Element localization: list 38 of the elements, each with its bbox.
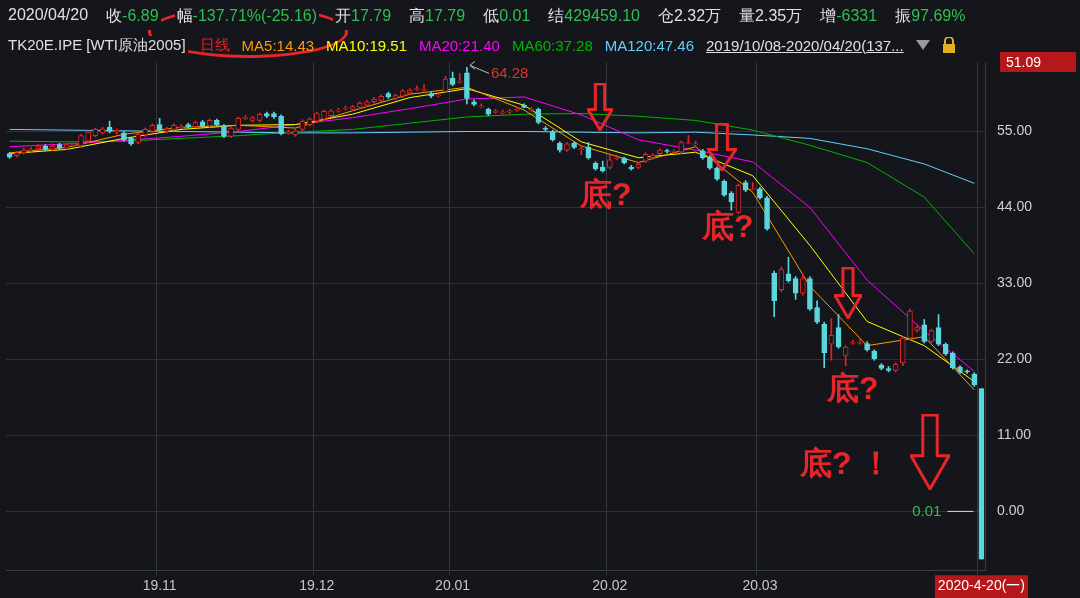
annotation: 64.28 [490, 63, 529, 81]
text: 开17.79 [333, 6, 394, 30]
text: MA10:19.51 [326, 36, 407, 54]
text: 振97.69% [893, 6, 968, 30]
y-tick-label: 11.00 [997, 426, 1032, 443]
text: 增-6331 [818, 6, 880, 30]
y-tick-label: 55.00 [997, 122, 1033, 139]
text: 仓2.32万 [655, 6, 724, 30]
text: 2020/04/20 [6, 6, 91, 30]
text: 收-6.89 [104, 6, 161, 30]
text: MA60:37.28 [511, 36, 593, 54]
text: 51.09 [1000, 52, 1076, 72]
text: MA5:14.43 [241, 36, 315, 54]
y-tick-label: 44.00 [997, 198, 1033, 215]
text: 量2.35万 [737, 6, 805, 30]
text: MA120:47.46 [604, 36, 695, 54]
x-tick-label: 2020-4-20(一) [937, 577, 1026, 594]
y-tick-label: 0.00 [997, 502, 1025, 519]
text: 日线 [199, 35, 230, 55]
text: 结429459.10 [546, 6, 642, 30]
x-tick-label: 20.03 [742, 577, 778, 594]
annotation: 底? [702, 207, 754, 246]
x-tick-label: 20.01 [435, 577, 471, 594]
text: 幅-137.71%(-25.16) [174, 6, 320, 30]
chart-title: TK20E.IPE [WTI原油2005] [6, 35, 188, 55]
text: 高17.79 [407, 6, 468, 30]
x-tick-label: 19.12 [299, 577, 335, 594]
x-tick-label: 20.02 [592, 577, 628, 594]
text: MA20:21.40 [419, 36, 500, 54]
annotation: 0.01 [912, 501, 942, 519]
x-tick-label: 19.11 [142, 577, 177, 594]
annotation: 底? [827, 369, 879, 408]
y-tick-label: 33.00 [997, 274, 1033, 291]
y-tick-label: 22.00 [997, 350, 1033, 367]
annotation: 底? [580, 175, 632, 214]
annotation: 底? ！ [800, 444, 893, 483]
text: 低0.01 [481, 6, 533, 30]
chart-subtitle: 2019/10/08-2020/04/20(137... [706, 36, 904, 54]
